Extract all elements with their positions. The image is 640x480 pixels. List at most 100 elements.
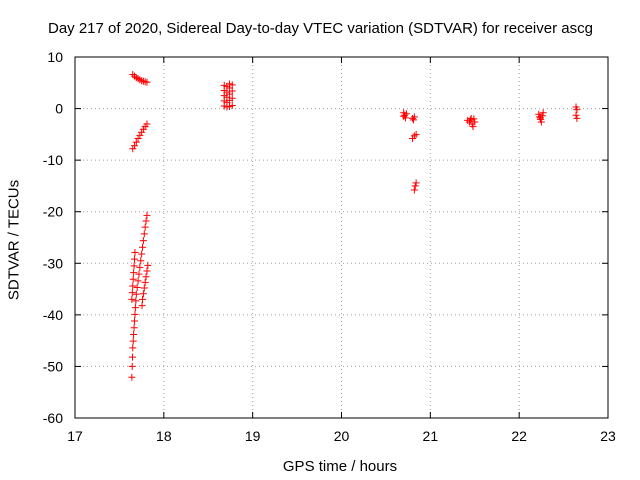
data-point	[402, 110, 410, 118]
data-point	[129, 282, 137, 290]
data-point	[128, 295, 136, 303]
x-tick-label: 22	[511, 428, 527, 444]
x-tick-label: 17	[67, 428, 83, 444]
x-tick-label: 19	[245, 428, 261, 444]
data-series	[138, 261, 152, 310]
data-point	[128, 373, 136, 381]
data-point	[139, 243, 147, 251]
data-point	[537, 118, 545, 126]
data-point	[129, 344, 137, 352]
data-point	[130, 324, 138, 332]
data-point	[410, 186, 418, 194]
data-point	[411, 182, 419, 190]
data-point	[228, 94, 236, 102]
data-point	[139, 290, 147, 298]
x-tick-label: 20	[334, 428, 350, 444]
data-series	[129, 120, 151, 153]
data-point	[134, 75, 142, 83]
y-tick-label: 0	[55, 101, 63, 117]
data-point	[139, 237, 147, 245]
data-point	[131, 255, 139, 263]
data-point	[131, 304, 139, 312]
data-point	[141, 223, 149, 231]
data-point	[138, 302, 146, 310]
data-point	[471, 118, 479, 126]
data-point	[573, 106, 581, 114]
y-tick-label: -40	[43, 307, 63, 323]
y-axis-label: SDTVAR / TECUs	[5, 179, 23, 301]
data-series	[129, 71, 151, 86]
data-point	[131, 310, 139, 318]
data-point	[228, 87, 236, 95]
data-point	[136, 131, 144, 139]
y-tick-label: -20	[43, 204, 63, 220]
grid-lines	[75, 57, 608, 418]
data-point	[135, 270, 143, 278]
data-series	[128, 211, 151, 381]
data-point	[128, 353, 136, 361]
data-point	[138, 250, 146, 258]
data-point	[572, 111, 580, 119]
data-point	[131, 317, 139, 325]
data-point	[401, 114, 409, 122]
data-point	[140, 284, 148, 292]
data-point	[409, 114, 417, 122]
data-point	[142, 217, 150, 225]
data-point	[129, 337, 137, 345]
y-tick-label: -50	[43, 358, 63, 374]
data-point	[132, 290, 140, 298]
data-point	[412, 179, 420, 187]
x-tick-label: 23	[600, 428, 616, 444]
data-point	[129, 275, 137, 283]
data-point	[128, 289, 136, 297]
data-series	[464, 114, 479, 131]
data-point	[140, 230, 148, 238]
data-point	[129, 145, 137, 153]
data-point	[129, 71, 137, 79]
data-point	[132, 138, 140, 146]
data-point	[410, 113, 418, 121]
axis-ticks: 17 18 19 20 21 22 23 10 0 -10 -20 -30 -40 -50 -60	[43, 49, 616, 444]
data-point	[134, 134, 142, 142]
data-point	[131, 72, 139, 80]
data-point	[409, 116, 417, 124]
y-tick-label: -10	[43, 152, 63, 168]
data-point	[130, 262, 138, 270]
data-point	[228, 101, 236, 109]
data-point	[143, 78, 151, 86]
data-point	[138, 128, 146, 136]
data-point	[412, 130, 420, 138]
data-point	[143, 211, 151, 219]
y-tick-label: 10	[47, 49, 63, 65]
y-tick-label: -30	[43, 255, 63, 271]
data-point	[141, 278, 149, 286]
data-point	[138, 77, 146, 85]
x-tick-label: 21	[423, 428, 439, 444]
data-point	[466, 116, 474, 124]
data-point	[142, 273, 150, 281]
data-point	[132, 74, 140, 82]
data-point	[130, 269, 138, 277]
data-point	[136, 76, 144, 84]
data-series	[409, 130, 420, 194]
data-point	[469, 123, 477, 131]
data-point	[130, 330, 138, 338]
chart-title: Day 217 of 2020, Sidereal Day-to-day VTE…	[48, 20, 593, 37]
data-point	[134, 277, 142, 285]
x-tick-label: 18	[156, 428, 172, 444]
data-point	[128, 362, 136, 370]
data-series	[535, 109, 547, 126]
data-point	[131, 248, 139, 256]
data-series	[220, 80, 236, 111]
data-point	[136, 263, 144, 271]
data-series	[572, 103, 581, 122]
data-point	[133, 284, 141, 292]
data-point	[137, 257, 145, 265]
data-point	[132, 297, 140, 305]
data-points	[128, 71, 581, 381]
data-point	[410, 132, 418, 140]
data-point	[131, 142, 139, 150]
data-series	[128, 248, 139, 303]
data-point	[536, 114, 544, 122]
